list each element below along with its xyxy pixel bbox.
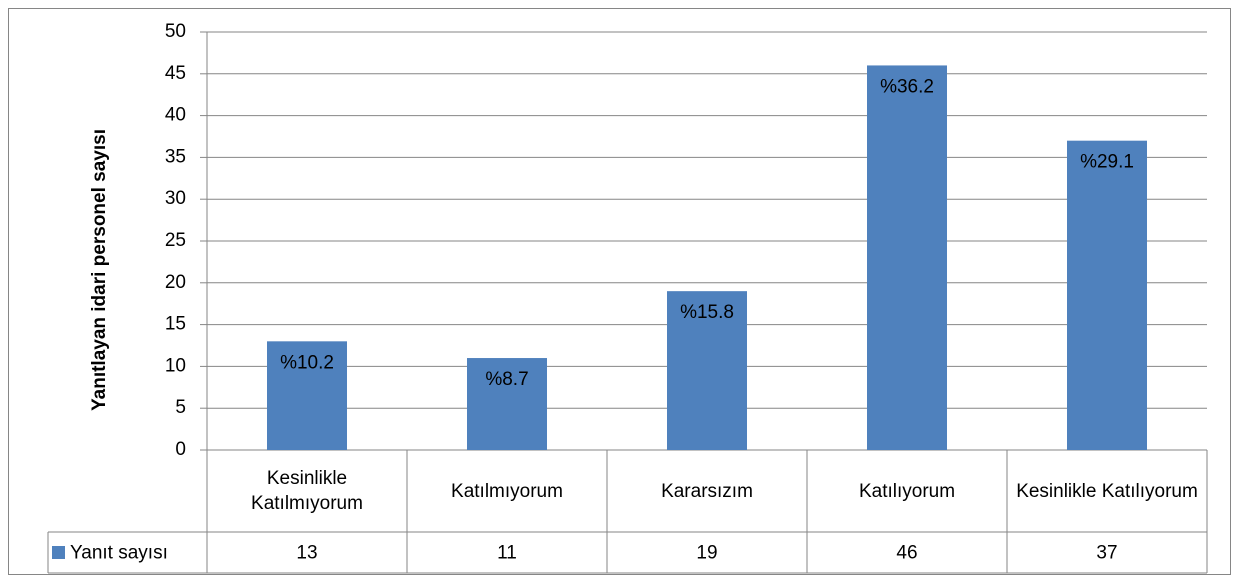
y-tick-label: 50 (165, 21, 186, 42)
y-tick-label: 0 (175, 439, 186, 460)
y-tick-label: 25 (165, 230, 186, 251)
chart-border (8, 8, 1231, 575)
legend-label: Yanıt sayısı (70, 543, 168, 564)
table-value: 37 (1096, 543, 1117, 564)
data-label: %29.1 (1080, 152, 1134, 173)
table-value: 19 (696, 543, 717, 564)
table-value: 46 (896, 543, 917, 564)
y-axis-label: Yanıtlayan idari personel sayısı (89, 129, 110, 411)
x-tick-label: Katılıyorum (858, 480, 956, 502)
y-tick-label: 35 (165, 146, 186, 167)
bar (667, 291, 747, 450)
table-value: 13 (296, 543, 317, 564)
x-tick-label: Kesinlikle Katılmıyorum (251, 468, 363, 514)
x-tick-label-box: Kararsızım (661, 480, 753, 502)
legend-swatch (52, 546, 65, 559)
data-label: %8.7 (485, 369, 528, 390)
x-tick-label-box: Kesinlikle Katılmıyorum (251, 468, 363, 514)
x-tick-label-box: Kesinlikle Katılıyorum (1016, 480, 1198, 502)
bar (867, 65, 947, 450)
x-tick-label: Katılmıyorum (451, 480, 563, 502)
y-tick-label: 30 (165, 188, 186, 209)
x-tick-label-box: Katılmıyorum (451, 480, 563, 502)
bar (467, 358, 547, 450)
x-tick-label: Kesinlikle Katılıyorum (1016, 480, 1198, 502)
data-label: %10.2 (280, 352, 334, 373)
y-tick-label: 15 (165, 314, 186, 335)
y-tick-label: 10 (165, 355, 186, 376)
bar (1067, 140, 1147, 450)
y-tick-label: 45 (165, 63, 186, 84)
bar (267, 341, 347, 450)
table-value: 11 (497, 543, 517, 564)
y-tick-label: 20 (165, 272, 186, 293)
y-tick-label: 40 (165, 105, 186, 126)
y-tick-label: 5 (175, 397, 186, 418)
x-tick-label-box: Katılıyorum (858, 480, 956, 502)
x-tick-label: Kararsızım (661, 480, 753, 502)
data-label: %15.8 (680, 302, 734, 323)
data-label: %36.2 (880, 76, 934, 97)
